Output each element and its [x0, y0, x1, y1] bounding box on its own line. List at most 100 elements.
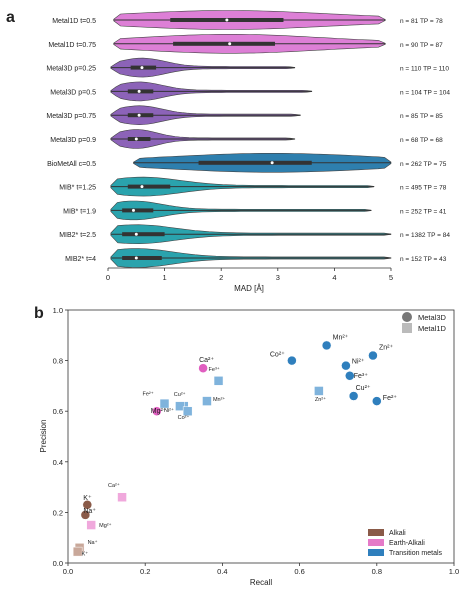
panel-b-x-tick-label: 0.0	[63, 567, 73, 576]
violin-median	[137, 89, 141, 93]
violin-row-annotation: n = 104 TP = 104	[400, 89, 450, 96]
panel-b-y-tick-label: 0.2	[53, 508, 63, 517]
violin-row-label: MIB2* t=4	[65, 256, 96, 263]
violin-iqr-box	[122, 232, 165, 237]
point-label: K⁺	[82, 551, 89, 558]
metal1d-marker	[202, 396, 212, 406]
panel-a-label: a	[6, 9, 15, 26]
violin-row: Metal3D p=0.75 n = 85 TP = 85	[46, 105, 443, 126]
violin-iqr-box	[122, 208, 154, 213]
violin-iqr-box	[127, 137, 151, 141]
violin-row: MIB* t=1.9 n = 252 TP = 41	[63, 200, 447, 221]
point-label: K⁺	[83, 495, 92, 502]
point-label: Ni²⁺	[352, 359, 365, 366]
panel-b-plot-frame	[67, 309, 455, 564]
metal3d-marker	[372, 396, 382, 406]
panel-b-x-tick-label: 0.6	[294, 567, 304, 576]
point-label: Fe²⁺	[383, 395, 398, 402]
violin-row-label: MIB2* t=2.5	[59, 232, 96, 239]
scatter-point: Fe²⁺	[143, 391, 170, 409]
violin-row-label: Metal3D p=0.5	[50, 89, 96, 96]
violin-iqr-box	[173, 41, 275, 46]
metal1d-marker	[86, 520, 96, 530]
legend-alkali-swatch	[368, 529, 384, 536]
panel-b-x-tick-label: 0.8	[372, 567, 382, 576]
point-label: Ni²⁺	[164, 407, 174, 414]
metal1d-marker	[213, 376, 224, 386]
metal3d-marker	[287, 355, 297, 366]
violin-row-annotation: n = 68 TP = 68	[400, 137, 443, 144]
violin-row: MIB* t=1.25 n = 495 TP = 78	[59, 176, 447, 197]
violin-row: MIB2* t=4 n = 152 TP = 43	[65, 248, 447, 268]
panel-b-y-tick-label: 0.8	[53, 357, 63, 366]
marker-legend: Metal3D Metal1D	[402, 312, 447, 333]
metal3d-marker	[198, 363, 208, 373]
violin-median	[137, 113, 141, 117]
legend-alkali-label: Alkali	[389, 530, 406, 537]
violin-median	[140, 66, 144, 70]
scatter-point: Mn²⁺	[321, 334, 349, 351]
legend-transition-swatch	[368, 549, 384, 556]
point-label: Fe³⁺	[354, 373, 369, 380]
point-label: Co²⁺	[178, 414, 190, 421]
metal3d-marker	[82, 500, 93, 510]
panel-a-x-tick-label: 5	[389, 273, 393, 282]
point-label: Zn²⁺	[379, 345, 394, 352]
scatter-point: Mg²⁺	[86, 520, 112, 530]
point-label: Na⁺	[83, 508, 96, 515]
panel-a-x-tick-label: 0	[106, 273, 110, 282]
scatter-point: Zn²⁺	[368, 345, 393, 361]
violin-row: Metal1D t=0.5 n = 81 TP = 78	[52, 10, 443, 30]
point-label: Na⁺	[88, 539, 98, 546]
legend-metal3d-marker	[402, 312, 412, 322]
violin-row-annotation: n = 495 TP = 78	[400, 185, 447, 192]
metal3d-marker	[321, 340, 332, 351]
scatter-point: Mn²⁺	[202, 396, 225, 406]
legend-transition-label: Transition metals	[389, 550, 443, 557]
violin-row-label: Metal1D t=0.75	[48, 42, 96, 49]
violin-row-label: Metal3D p=0.25	[46, 66, 96, 73]
class-legend: Alkali Earth-Alkali Transition metals	[368, 529, 443, 557]
point-label: Ca²⁺	[108, 482, 120, 489]
scatter-point: K⁺	[72, 546, 89, 558]
scatter-point: Co²⁺	[270, 352, 297, 366]
violin-iqr-box	[127, 184, 171, 189]
violin-iqr-box	[198, 160, 312, 165]
metal1d-marker	[159, 398, 170, 409]
scatter-point: Ca²⁺	[108, 482, 127, 502]
panel-a-x-tick-label: 1	[163, 273, 167, 282]
scatter-point: Ni²⁺	[341, 359, 365, 371]
violin-row-annotation: n = 252 TP = 41	[400, 208, 447, 215]
point-label: Mn²⁺	[213, 396, 225, 403]
panel-b-x-tick-label: 1.0	[449, 567, 459, 576]
point-label: Cu²⁺	[356, 385, 371, 392]
metal1d-marker	[182, 406, 193, 416]
point-label: Mg²⁺	[99, 522, 111, 529]
violin-row-label: MIB* t=1.9	[63, 208, 96, 215]
violin-row-label: MIB* t=1.25	[59, 185, 96, 192]
panel-b-y-label: Precision	[39, 420, 48, 453]
violin-row-label: Metal3D p=0.75	[46, 113, 96, 120]
scatter-point: Mg²⁺	[151, 406, 167, 416]
point-label: Ca²⁺	[199, 357, 214, 364]
legend-metal1d-label: Metal1D	[418, 324, 447, 333]
panel-a-x-tick-label: 2	[219, 273, 223, 282]
violin-row-label: Metal3D p=0.9	[50, 137, 96, 144]
panel-b-x-label: Recall	[250, 578, 272, 587]
violin-row: BioMetAll c=0.5 n = 262 TP = 75	[47, 153, 447, 173]
violin-median	[134, 137, 138, 141]
scatter-point: Ni²⁺	[164, 401, 185, 414]
violin-row-annotation: n = 81 TP = 78	[400, 18, 443, 25]
metal3d-marker	[348, 391, 359, 401]
metal1d-marker	[72, 546, 83, 557]
violin-row-annotation: n = 110 TP = 110	[400, 66, 449, 73]
violin-row: Metal1D t=0.75 n = 90 TP = 87	[48, 33, 443, 54]
violin-iqr-box	[122, 256, 162, 260]
point-label: Fe²⁺	[143, 391, 154, 398]
metal1d-marker	[175, 401, 185, 411]
scatter-point: Fe²⁺	[372, 395, 397, 406]
point-label: Mn²⁺	[333, 334, 349, 341]
point-label: Cu²⁺	[174, 391, 186, 398]
